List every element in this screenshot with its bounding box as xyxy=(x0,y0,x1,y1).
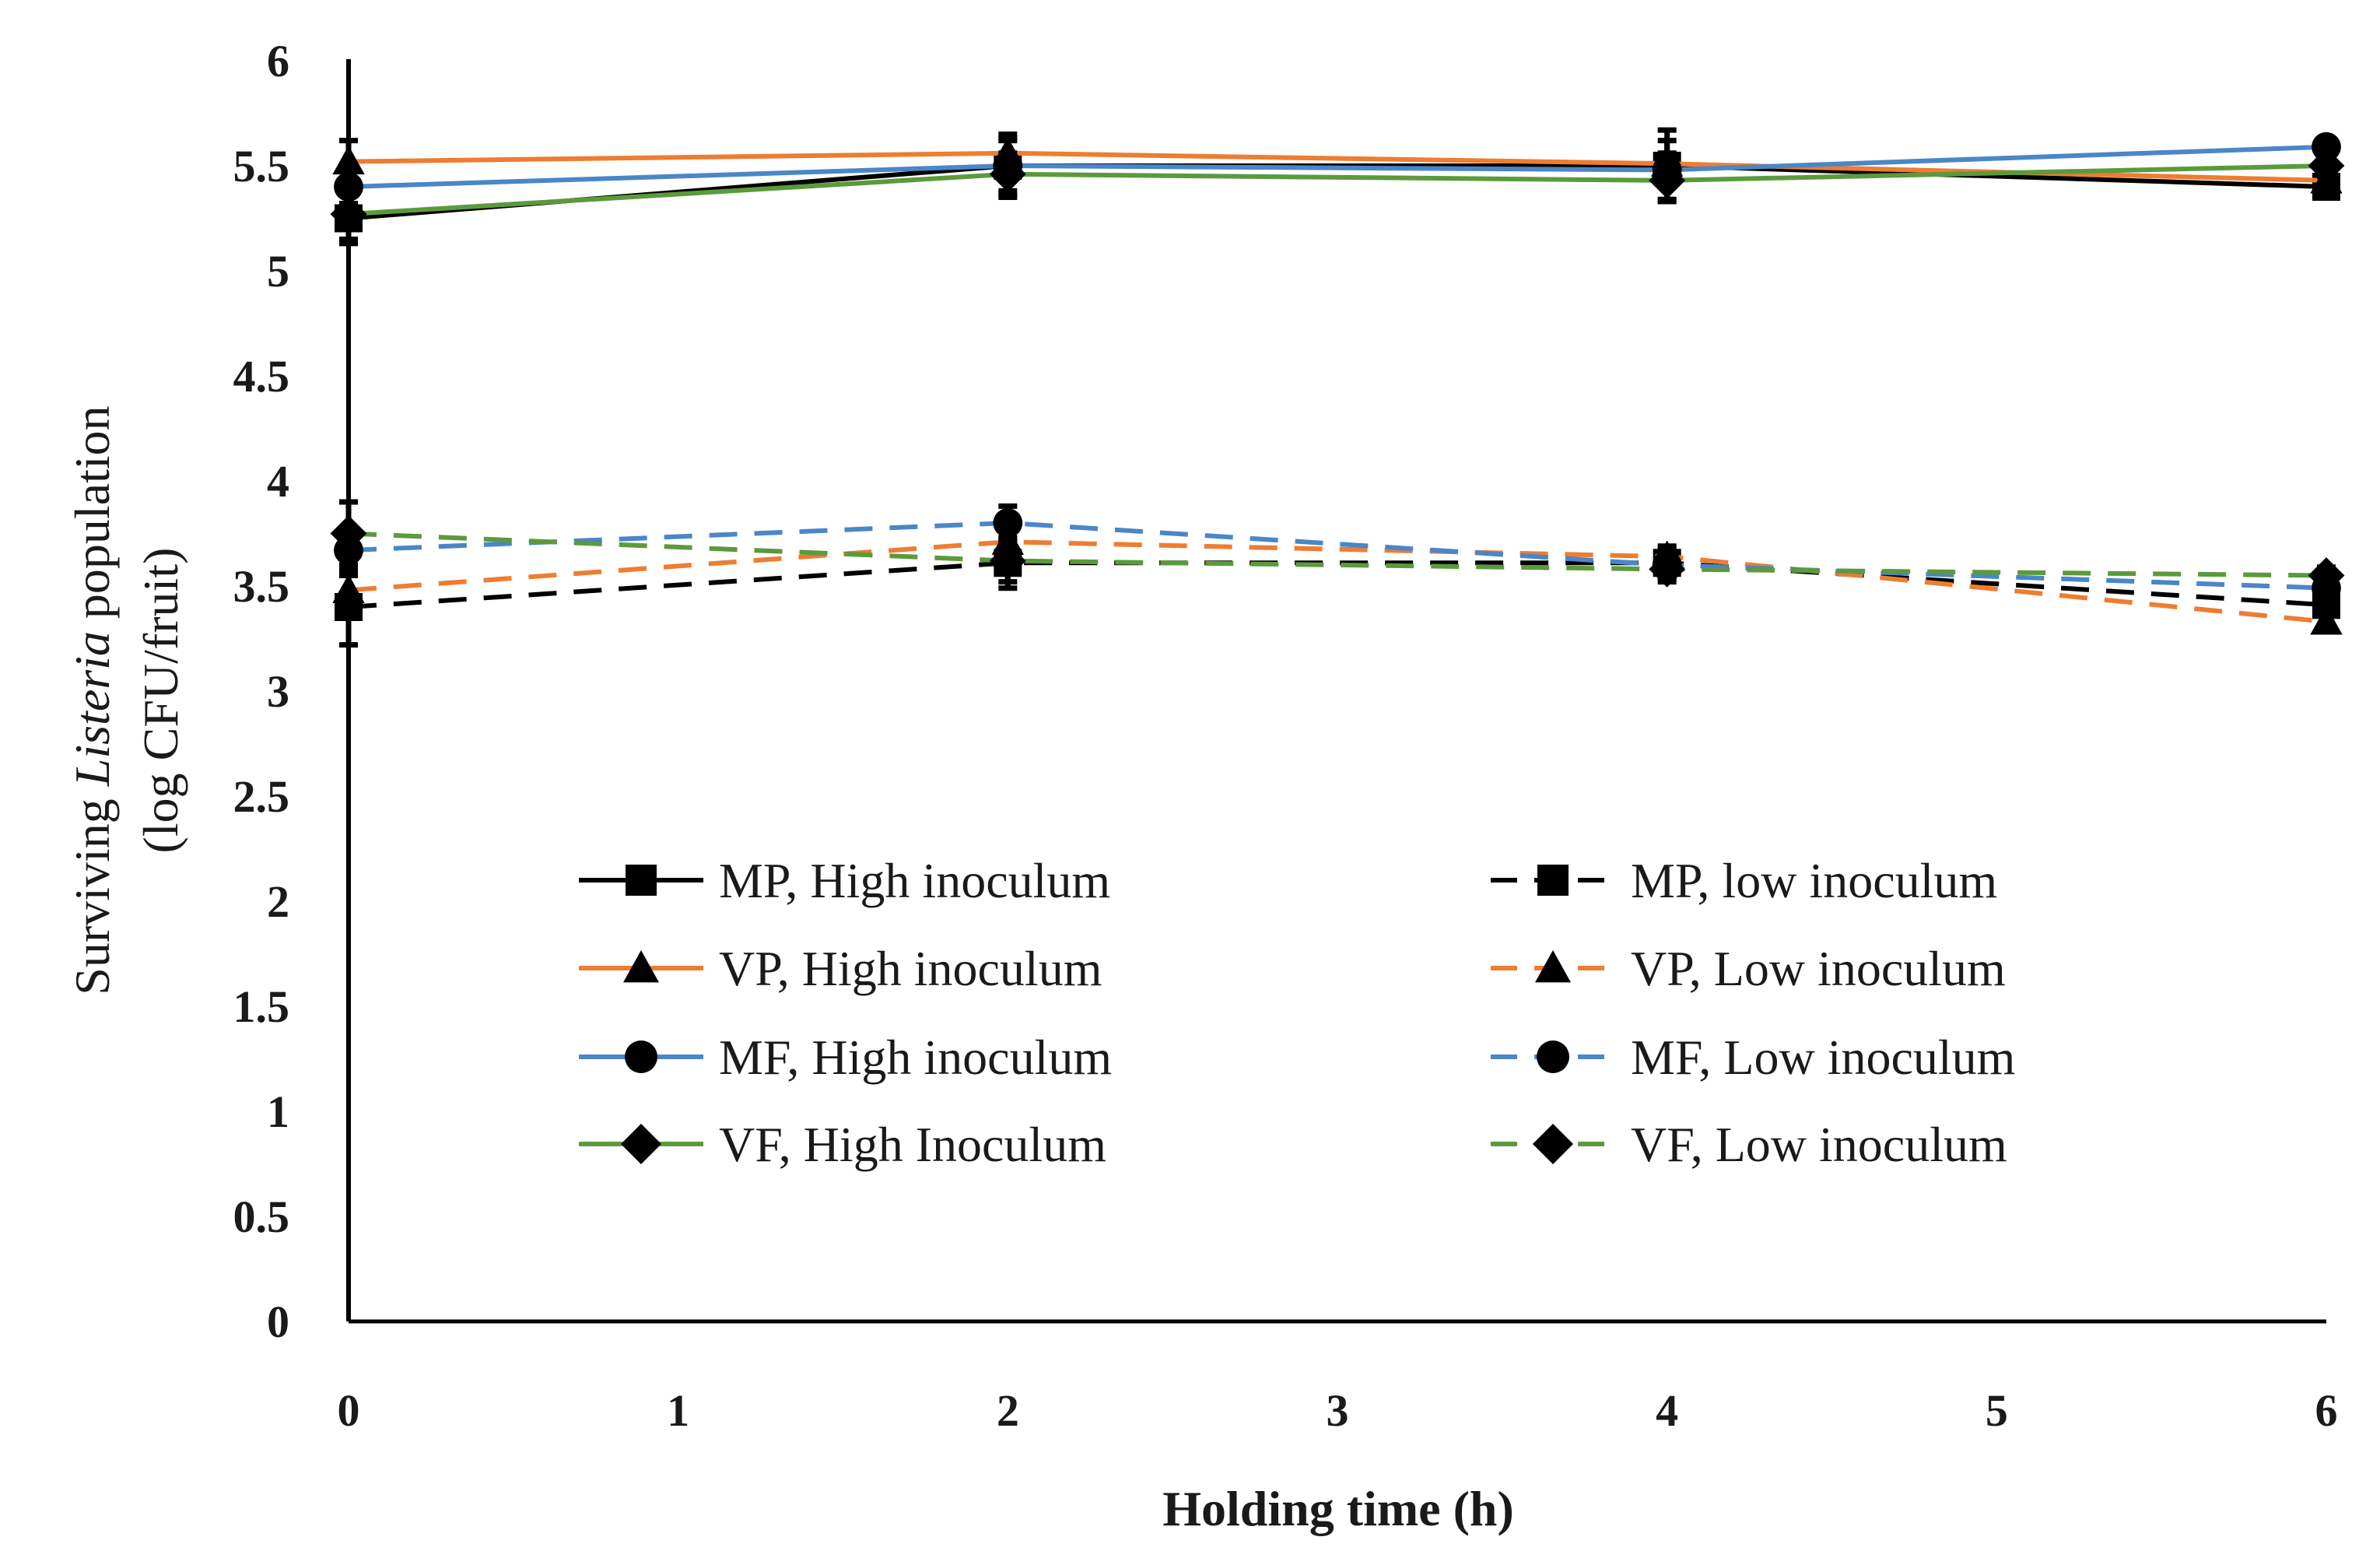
y-tick-label: 3 xyxy=(267,666,289,717)
legend-item: MP, High inoculum xyxy=(579,853,1110,908)
legend-marker-diamond xyxy=(1533,1124,1573,1164)
y-tick-label: 0.5 xyxy=(233,1191,290,1242)
series-line xyxy=(348,531,2327,578)
data-point-triangle xyxy=(2310,605,2343,635)
legend-marker-square xyxy=(626,865,657,896)
legend-marker-triangle xyxy=(1535,950,1571,983)
data-point-diamond xyxy=(989,542,1026,579)
legend: MP, High inoculum VP, High inoculum MF, Hi… xyxy=(579,853,2015,1172)
series-mf-high-inoculum xyxy=(334,132,2341,207)
y-axis-title-suffix: population xyxy=(65,405,120,631)
series-line xyxy=(348,560,2327,609)
series-mp-high-inoculum xyxy=(335,127,2340,247)
legend-marker-triangle xyxy=(623,950,659,983)
x-tick-label: 0 xyxy=(338,1385,360,1436)
data-point-diamond xyxy=(1649,162,1686,199)
y-tick-labels: 0 0.5 1 1.5 2 2.5 3 3.5 4 4.5 5 5.5 6 xyxy=(233,36,290,1347)
series-vf-low-inoculum xyxy=(330,499,2345,594)
legend-label: MP, low inoculum xyxy=(1631,853,1997,908)
data-point-diamond xyxy=(1649,551,1686,588)
data-point-diamond xyxy=(2308,557,2345,594)
legend-item: VF, Low inoculum xyxy=(1491,1117,2007,1172)
data-point-diamond xyxy=(2308,147,2345,184)
series-line xyxy=(348,521,2327,591)
series-line xyxy=(348,539,2327,624)
legend-marker-circle xyxy=(625,1040,657,1073)
y-tick-label: 5 xyxy=(267,246,289,297)
data-point-circle xyxy=(993,508,1023,538)
y-tick-label: 4 xyxy=(267,456,289,507)
data-point-diamond xyxy=(989,156,1026,193)
legend-label: MF, Low inoculum xyxy=(1631,1030,2015,1085)
legend-item: VP, High inoculum xyxy=(579,941,1102,996)
x-tick-labels: 0 1 2 3 4 5 6 xyxy=(338,1385,2338,1436)
y-axis-title-line2: (log CFU/fruit) xyxy=(133,548,188,854)
x-tick-label: 1 xyxy=(667,1385,689,1436)
legend-label: VP, High inoculum xyxy=(719,941,1102,996)
y-tick-label: 2 xyxy=(267,876,289,927)
plot-area xyxy=(330,127,2345,648)
y-axis-title-italic: Listeria xyxy=(65,631,120,787)
y-axis-title-prefix: Surviving xyxy=(65,786,120,995)
series-line xyxy=(348,163,2327,217)
legend-item: MF, Low inoculum xyxy=(1491,1030,2015,1085)
legend-label: VF, High Inoculum xyxy=(719,1117,1106,1172)
y-tick-label: 0 xyxy=(267,1297,289,1347)
y-tick-label: 6 xyxy=(267,36,289,86)
x-tick-label: 5 xyxy=(1986,1385,2008,1436)
legend-marker-square xyxy=(1537,865,1569,896)
legend-label: VP, Low inoculum xyxy=(1631,941,2006,996)
legend-item: MP, low inoculum xyxy=(1491,853,1997,908)
legend-item: MF, High inoculum xyxy=(579,1030,1112,1085)
y-tick-label: 2.5 xyxy=(233,771,290,822)
legend-marker-circle xyxy=(1537,1040,1569,1073)
series-line xyxy=(348,144,2327,189)
y-tick-label: 4.5 xyxy=(233,351,290,402)
y-axis-title: Surviving Listeria population xyxy=(65,405,120,995)
legend-label: VF, Low inoculum xyxy=(1631,1117,2007,1172)
axes xyxy=(346,59,2326,1324)
y-tick-label: 1 xyxy=(267,1086,289,1137)
y-tick-label: 5.5 xyxy=(233,141,290,191)
y-tick-label: 1.5 xyxy=(233,981,290,1032)
legend-label: MP, High inoculum xyxy=(719,853,1110,908)
x-tick-label: 2 xyxy=(997,1385,1019,1436)
legend-marker-diamond xyxy=(621,1124,661,1164)
legend-item: VP, Low inoculum xyxy=(1491,941,2006,996)
legend-item: VF, High Inoculum xyxy=(579,1117,1106,1172)
y-tick-label: 3.5 xyxy=(233,561,290,612)
x-axis-title: Holding time (h) xyxy=(1162,1481,1514,1536)
x-tick-label: 3 xyxy=(1327,1385,1349,1436)
legend-label: MF, High inoculum xyxy=(719,1030,1112,1085)
x-tick-label: 4 xyxy=(1656,1385,1678,1436)
x-tick-label: 6 xyxy=(2315,1385,2338,1436)
